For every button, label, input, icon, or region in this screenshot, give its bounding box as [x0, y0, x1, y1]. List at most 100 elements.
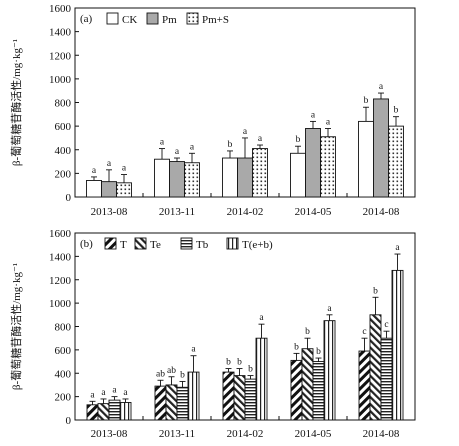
significance-letter: a — [311, 110, 316, 120]
bar-Te — [233, 375, 246, 421]
bar-Te — [369, 314, 382, 421]
y-tick-label: 1400 — [49, 27, 72, 39]
y-tick-label: 600 — [55, 121, 72, 133]
legend-swatch-CK — [106, 12, 119, 25]
panel-b: 0 200 400 600 800 1000 1200 1400 1600 β-葡萄糖苷酶活性/m… — [9, 228, 416, 440]
y-tick-label: 400 — [55, 145, 72, 157]
significance-letter: b — [394, 106, 399, 116]
significance-letter: a — [92, 166, 97, 176]
significance-letter: c — [362, 327, 366, 337]
bar-Pm — [101, 181, 117, 198]
x-tick-label: 2014-02 — [227, 428, 264, 440]
significance-letter: a — [379, 82, 384, 92]
significance-letter: a — [259, 313, 264, 323]
legend-label: Te — [150, 239, 161, 251]
bar-Tb — [312, 361, 325, 421]
x-tick-label: 2014-05 — [295, 428, 332, 440]
bar-CK — [86, 180, 102, 198]
bar-Te — [301, 348, 314, 421]
significance-letter: a — [190, 142, 195, 152]
bar-Tb — [244, 378, 257, 421]
legend-label: Pm — [162, 14, 177, 26]
panel-label: (a) — [80, 13, 93, 25]
significance-letter: a — [395, 243, 400, 253]
bar-Pm — [237, 157, 253, 198]
bar-T — [290, 359, 303, 421]
significance-letter: b — [294, 342, 299, 352]
bar-CK — [154, 158, 170, 198]
significance-letter: a — [107, 159, 112, 169]
bar-Tb — [108, 399, 121, 421]
y-tick-label: 1000 — [49, 298, 72, 310]
bar-T — [358, 350, 371, 421]
y-axis-label: β-葡萄糖苷酶活性/mg·kg⁻¹ — [9, 263, 23, 390]
legend-label: T(e+b) — [242, 239, 273, 251]
significance-letter: a — [160, 138, 165, 148]
bar-T — [86, 404, 99, 421]
significance-letter: b — [228, 140, 233, 150]
y-tick-label: 0 — [66, 192, 72, 204]
bar-Pm+S — [252, 148, 268, 198]
significance-letter: a — [90, 390, 95, 400]
y-tick-label: 200 — [55, 392, 72, 404]
x-tick-label: 2014-02 — [227, 206, 264, 218]
legend-swatch-T(e+b) — [226, 237, 239, 250]
bar-CK — [290, 152, 306, 198]
y-tick-label: 0 — [66, 415, 72, 427]
x-tick-label: 2014-05 — [295, 206, 332, 218]
y-tick-label: 1200 — [49, 275, 72, 287]
bar-T(e+b) — [323, 320, 336, 421]
significance-letter: c — [384, 320, 388, 330]
significance-letter: b — [180, 370, 185, 380]
y-tick-label: 1600 — [49, 3, 72, 15]
significance-letter: b — [373, 286, 378, 296]
significance-letter: a — [175, 147, 180, 157]
significance-letter: a — [112, 386, 117, 396]
bar-Pm — [305, 128, 321, 198]
y-tick-label: 800 — [55, 98, 72, 110]
panel-label: (b) — [80, 238, 93, 250]
bar-Pm+S — [388, 125, 404, 198]
legend-label: Pm+S — [202, 14, 229, 26]
legend-label: Tb — [196, 239, 209, 251]
significance-letter: a — [258, 134, 263, 144]
x-tick-label: 2013-11 — [159, 428, 195, 440]
significance-letter: ab — [167, 366, 176, 376]
y-tick-label: 1000 — [49, 74, 72, 86]
bar-CK — [358, 120, 374, 198]
bar-T(e+b) — [119, 402, 132, 421]
bar-Pm — [373, 98, 389, 198]
x-tick-label: 2013-11 — [159, 206, 195, 218]
bar-Tb — [176, 386, 189, 421]
significance-letter: a — [122, 164, 127, 174]
bar-Tb — [380, 337, 393, 421]
significance-letter: a — [101, 388, 106, 398]
y-axis-label: β-葡萄糖苷酶活性/mg·kg⁻¹ — [9, 39, 23, 166]
y-tick-label: 1200 — [49, 50, 72, 62]
bar-T(e+b) — [255, 337, 268, 421]
bar-T(e+b) — [187, 371, 200, 421]
x-tick-label: 2014-08 — [363, 428, 400, 440]
y-tick-label: 200 — [55, 168, 72, 180]
significance-letter: a — [123, 388, 128, 398]
bar-T — [154, 385, 167, 421]
bar-T(e+b) — [391, 269, 404, 421]
bar-Te — [165, 384, 178, 421]
y-tick-label: 400 — [55, 368, 72, 380]
significance-letter: a — [326, 117, 331, 127]
legend-swatch-Te — [134, 237, 147, 250]
bar-Pm+S — [320, 136, 336, 198]
y-tick-label: 600 — [55, 345, 72, 357]
bar-T — [222, 371, 235, 421]
significance-letter: b — [364, 96, 369, 106]
significance-letter: b — [316, 347, 321, 357]
significance-letter: b — [248, 365, 253, 375]
x-tick-label: 2014-08 — [363, 206, 400, 218]
significance-letter: a — [191, 345, 196, 355]
legend-swatch-Tb — [180, 237, 193, 250]
bar-CK — [222, 157, 238, 198]
bar-Te — [97, 403, 110, 421]
significance-letter: b — [296, 135, 301, 145]
y-tick-label: 800 — [55, 322, 72, 334]
